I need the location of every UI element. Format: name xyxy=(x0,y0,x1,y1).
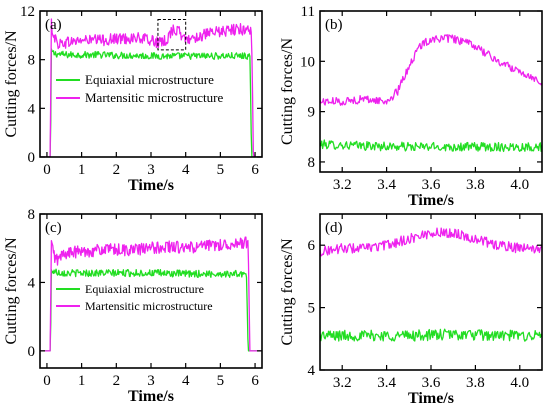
y-axis-label: Cutting forces/N xyxy=(3,30,20,138)
x-tick-label: 1 xyxy=(78,162,86,178)
series-martensitic-line xyxy=(40,18,262,157)
y-tick-label: 12 xyxy=(20,4,35,20)
legend-label-equiaxial: Equiaxial microstructure xyxy=(85,72,214,87)
x-tick-label: 3.2 xyxy=(333,375,352,391)
legend-label-martensitic: Martensitic microstructure xyxy=(85,299,213,313)
y-tick-label: 8 xyxy=(28,207,36,223)
y-tick-label: 5 xyxy=(308,301,316,317)
panel-c: 0 1 2 3 4 5 6 0 4 8 Time/s Cutting forces/N (c) Equia… xyxy=(3,207,263,405)
x-tick-label: 3 xyxy=(147,373,155,389)
x-tick-label: 4.0 xyxy=(510,375,529,391)
panel-label: (b) xyxy=(325,17,343,33)
x-tick-label: 3.6 xyxy=(422,177,441,193)
x-tick-label: 5 xyxy=(217,373,225,389)
y-tick-label: 4 xyxy=(308,363,316,379)
x-tick-label: 3.6 xyxy=(422,375,441,391)
y-tick-label: 0 xyxy=(28,344,36,360)
y-tick-label: 8 xyxy=(308,155,316,171)
x-tick-label: 4 xyxy=(182,162,190,178)
x-tick-label: 3.8 xyxy=(466,375,485,391)
axes-frame xyxy=(319,213,543,371)
x-tick-label: 5 xyxy=(217,162,225,178)
x-tick-label: 4.0 xyxy=(510,177,529,193)
y-tick-label: 11 xyxy=(301,4,315,20)
x-tick-label: 0 xyxy=(43,373,51,389)
panel-label: (a) xyxy=(45,17,62,33)
legend-label-martensitic: Martensitic microstructure xyxy=(85,90,223,105)
y-tick-label: 9 xyxy=(308,105,316,121)
y-tick-label: 8 xyxy=(28,53,36,69)
y-tick-label: 4 xyxy=(28,275,36,291)
y-axis-label: Cutting forces/N xyxy=(279,238,296,346)
series-equiaxial-line xyxy=(320,328,542,342)
series-martensitic-line xyxy=(40,236,262,352)
x-axis-label: Time/s xyxy=(408,192,454,209)
legend-label-equiaxial: Equiaxial microstructure xyxy=(85,282,204,296)
y-tick-label: 4 xyxy=(28,101,36,117)
series-equiaxial-line xyxy=(40,268,262,352)
x-tick-label: 2 xyxy=(113,373,121,389)
x-tick-label: 4 xyxy=(182,373,190,389)
x-tick-label: 0 xyxy=(43,162,51,178)
panel-b: 3.2 3.4 3.6 3.8 4.0 8 9 10 11 Time/s Cutting force… xyxy=(279,4,543,209)
y-axis-label: Cutting forces/N xyxy=(279,38,296,146)
y-tick-label: 6 xyxy=(308,238,316,254)
x-axis-label: Time/s xyxy=(408,390,454,407)
series-martensitic-line xyxy=(320,227,542,257)
x-tick-label: 6 xyxy=(251,162,259,178)
y-tick-label: 10 xyxy=(300,54,315,70)
x-tick-label: 3.4 xyxy=(377,177,396,193)
x-tick-label: 3.8 xyxy=(466,177,485,193)
x-axis-label: Time/s xyxy=(128,388,174,405)
series-equiaxial-line xyxy=(320,139,542,153)
zoom-box xyxy=(157,19,187,51)
y-tick-label: 0 xyxy=(28,150,36,166)
x-tick-label: 2 xyxy=(113,162,121,178)
y-axis-label: Cutting forces/N xyxy=(3,237,20,345)
panel-label: (d) xyxy=(325,220,343,236)
series-martensitic-line xyxy=(320,34,542,106)
x-tick-label: 3.4 xyxy=(377,375,396,391)
x-tick-label: 3 xyxy=(147,162,155,178)
panel-label: (c) xyxy=(45,220,62,236)
x-axis-label: Time/s xyxy=(128,177,174,194)
x-tick-label: 6 xyxy=(251,373,259,389)
series-equiaxial-line xyxy=(40,48,262,157)
x-tick-label: 1 xyxy=(78,373,86,389)
x-tick-label: 3.2 xyxy=(333,177,352,193)
panel-d: 3.2 3.4 3.6 3.8 4.0 4 5 6 Time/s Cutting forces/N… xyxy=(279,213,543,407)
